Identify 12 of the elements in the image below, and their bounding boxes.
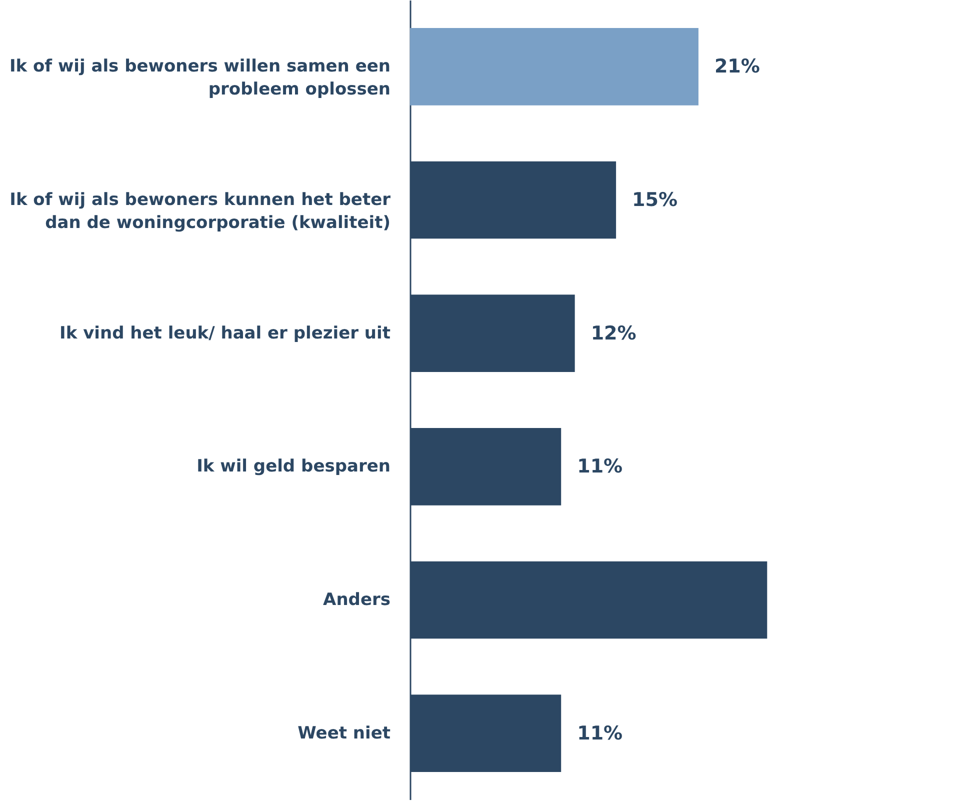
data-label: 12% [590,322,636,344]
y-tick-label: Ik of wij als bewoners kunnen het beter dan de woningcorporatie (kwaliteit) [10,190,392,233]
y-tick-label: Ik vind het leuk/ haal er plezier uit [60,323,390,344]
y-tick-label: Ik of wij als bewoners willen samen een probleem oplossen [9,56,390,100]
bar [410,28,698,106]
y-tick-label: Weet niet [298,723,390,744]
y-tick-label: Ik wil geld besparen [196,456,390,477]
data-label: 11% [577,456,623,478]
data-label: 21% [714,56,760,78]
data-label: 15% [632,189,678,211]
y-tick-label: Anders [323,590,390,610]
data-label: 11% [577,722,623,744]
